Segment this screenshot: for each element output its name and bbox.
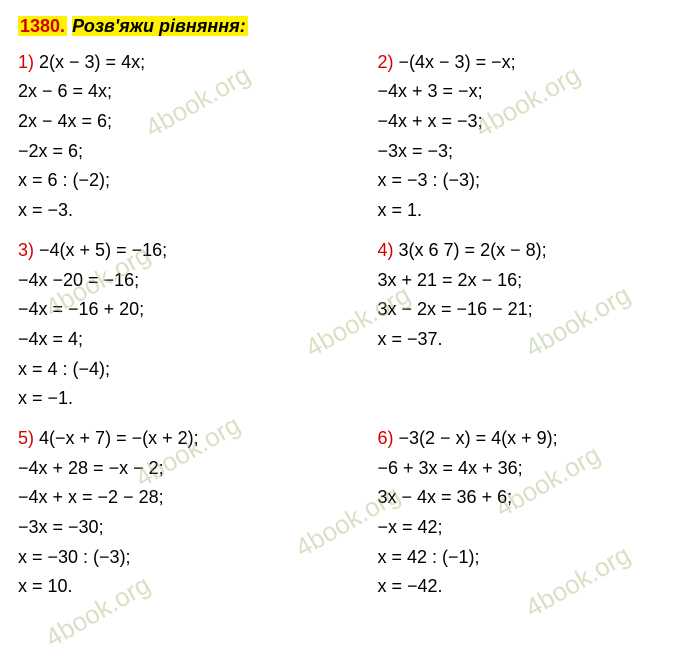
- problem-first-line: 3) −4(x + 5) = −16;: [18, 236, 348, 266]
- problem-line: x = −30 : (−3);: [18, 543, 348, 573]
- problem-line: x = 4 : (−4);: [18, 355, 348, 385]
- task-title: Розв'яжи рівняння:: [72, 16, 248, 36]
- problem-line: −3x = −30;: [18, 513, 348, 543]
- problem-text: 3(x 6 7) = 2(x − 8);: [399, 240, 547, 260]
- problem-line: x = 1.: [378, 196, 678, 226]
- problem-line: −4x = 4;: [18, 325, 348, 355]
- problem-line: 3x − 4x = 36 + 6;: [378, 483, 678, 513]
- problem-line: −4x + x = −3;: [378, 107, 678, 137]
- problem-line: −4x + 28 = −x − 2;: [18, 454, 348, 484]
- problem-line: x = 42 : (−1);: [378, 543, 678, 573]
- problem-text: −(4x − 3) = −x;: [399, 52, 516, 72]
- problem-first-line: 6) −3(2 − x) = 4(x + 9);: [378, 424, 678, 454]
- problem-line: 2x − 4x = 6;: [18, 107, 348, 137]
- problem-row: 3) −4(x + 5) = −16; −4x −20 = −16; −4x =…: [18, 236, 677, 414]
- problem-row: 5) 4(−x + 7) = −(x + 2); −4x + 28 = −x −…: [18, 424, 677, 602]
- problem-first-line: 1) 2(x − 3) = 4x;: [18, 48, 348, 78]
- problem-number: 6): [378, 428, 394, 448]
- problem-text: −3(2 − x) = 4(x + 9);: [399, 428, 558, 448]
- problem-line: −3x = −3;: [378, 137, 678, 167]
- problem-block: 3) −4(x + 5) = −16; −4x −20 = −16; −4x =…: [18, 236, 348, 414]
- problem-row: 1) 2(x − 3) = 4x; 2x − 6 = 4x; 2x − 4x =…: [18, 48, 677, 226]
- problem-line: x = −37.: [378, 325, 678, 355]
- problem-line: 2x − 6 = 4x;: [18, 77, 348, 107]
- problem-number: 2): [378, 52, 394, 72]
- problem-line: x = 10.: [18, 572, 348, 602]
- problem-number: 3): [18, 240, 34, 260]
- problem-line: x = −1.: [18, 384, 348, 414]
- problem-block: 4) 3(x 6 7) = 2(x − 8); 3x + 21 = 2x − 1…: [348, 236, 678, 414]
- problem-block: 2) −(4x − 3) = −x; −4x + 3 = −x; −4x + x…: [348, 48, 678, 226]
- problem-line: −x = 42;: [378, 513, 678, 543]
- task-number: 1380.: [18, 16, 67, 36]
- problem-block: 6) −3(2 − x) = 4(x + 9); −6 + 3x = 4x + …: [348, 424, 678, 602]
- problem-line: x = 6 : (−2);: [18, 166, 348, 196]
- problem-block: 1) 2(x − 3) = 4x; 2x − 6 = 4x; 2x − 4x =…: [18, 48, 348, 226]
- problem-block: 5) 4(−x + 7) = −(x + 2); −4x + 28 = −x −…: [18, 424, 348, 602]
- problem-line: −4x −20 = −16;: [18, 266, 348, 296]
- task-header: 1380. Розв'яжи рівняння:: [18, 12, 677, 42]
- problem-line: −2x = 6;: [18, 137, 348, 167]
- problem-line: −4x + x = −2 − 28;: [18, 483, 348, 513]
- problem-first-line: 5) 4(−x + 7) = −(x + 2);: [18, 424, 348, 454]
- problem-line: x = −42.: [378, 572, 678, 602]
- problem-line: −6 + 3x = 4x + 36;: [378, 454, 678, 484]
- problem-line: −4x + 3 = −x;: [378, 77, 678, 107]
- problem-line: −4x = −16 + 20;: [18, 295, 348, 325]
- problem-number: 1): [18, 52, 34, 72]
- problem-line: x = −3 : (−3);: [378, 166, 678, 196]
- problem-text: 2(x − 3) = 4x;: [39, 52, 145, 72]
- problem-text: −4(x + 5) = −16;: [39, 240, 167, 260]
- problem-line: 3x − 2x = −16 − 21;: [378, 295, 678, 325]
- problem-first-line: 2) −(4x − 3) = −x;: [378, 48, 678, 78]
- problem-first-line: 4) 3(x 6 7) = 2(x − 8);: [378, 236, 678, 266]
- problem-line: x = −3.: [18, 196, 348, 226]
- problem-number: 5): [18, 428, 34, 448]
- problem-number: 4): [378, 240, 394, 260]
- problem-text: 4(−x + 7) = −(x + 2);: [39, 428, 199, 448]
- problem-line: 3x + 21 = 2x − 16;: [378, 266, 678, 296]
